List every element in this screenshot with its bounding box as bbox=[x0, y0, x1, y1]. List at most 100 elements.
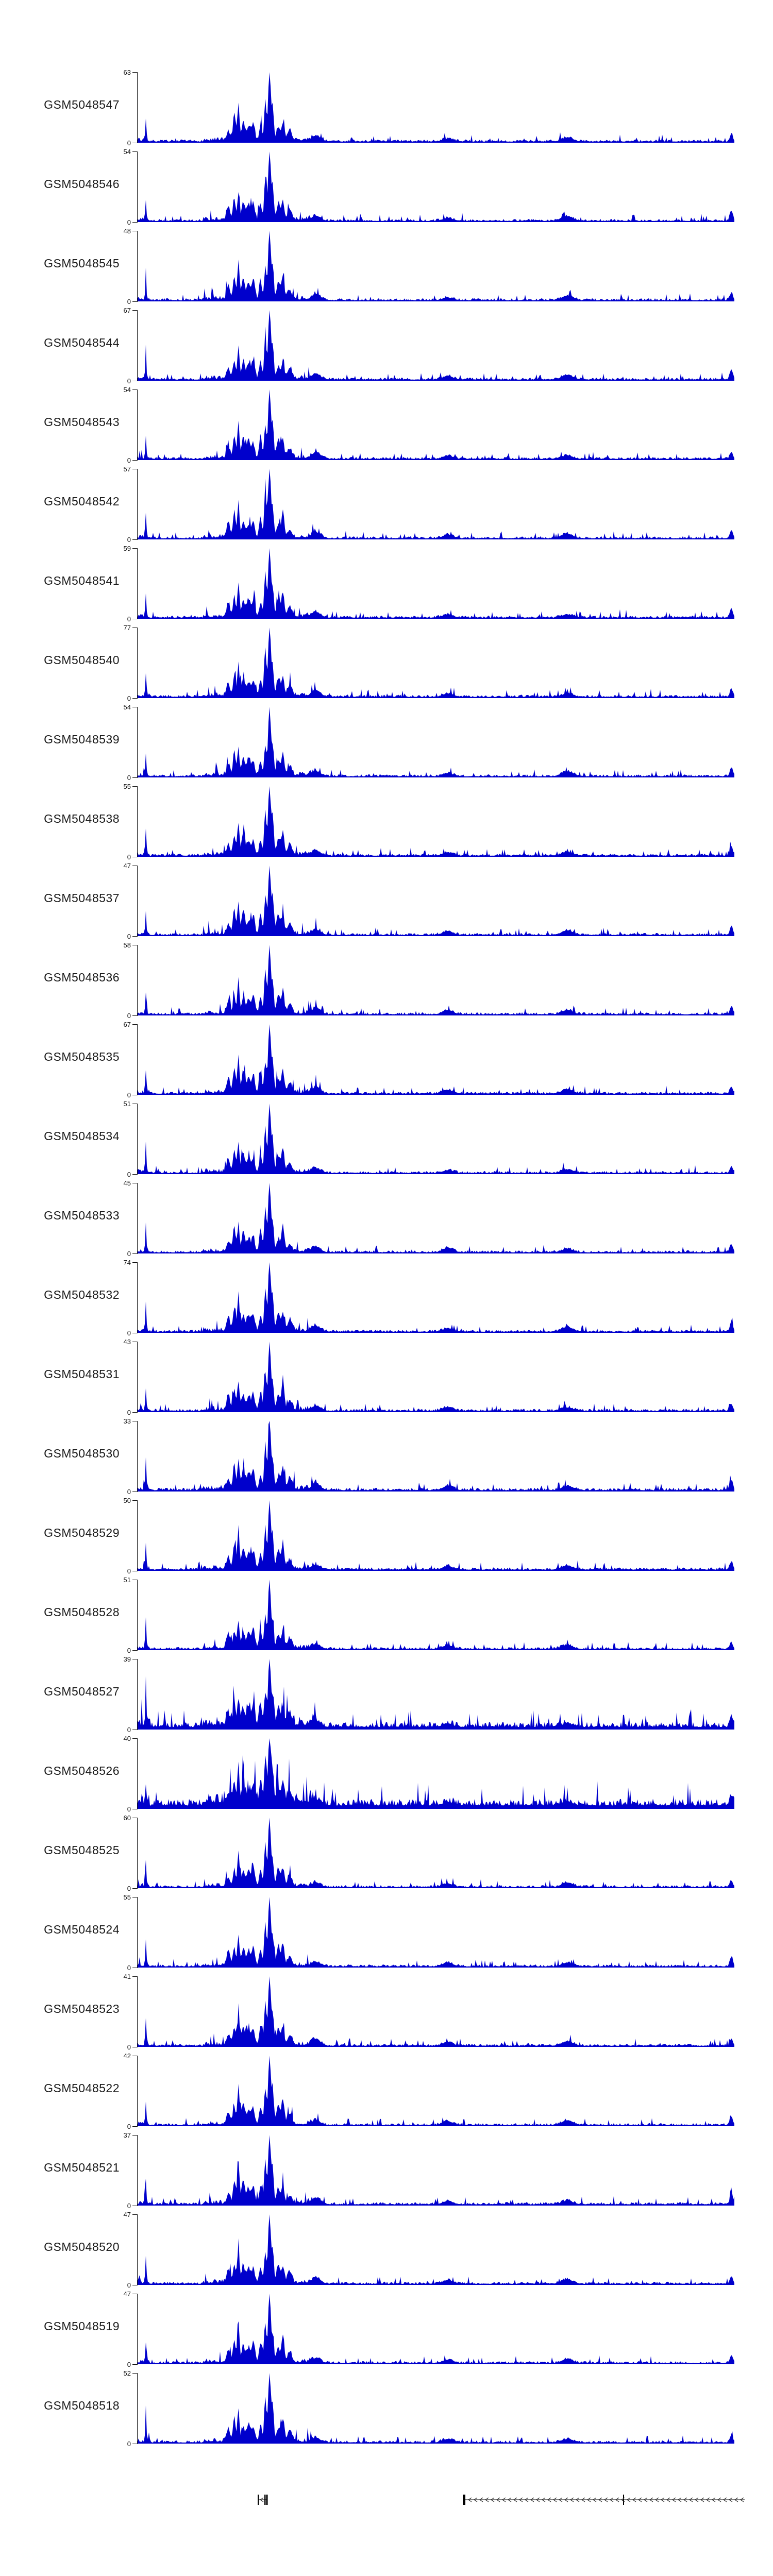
coverage-area bbox=[138, 310, 734, 381]
y-axis-max-label: 67 bbox=[123, 1021, 131, 1028]
y-axis-max-label: 57 bbox=[123, 465, 131, 473]
coverage-area bbox=[138, 707, 734, 777]
coverage-area bbox=[138, 2135, 734, 2206]
coverage-area bbox=[138, 945, 734, 1015]
coverage-signal bbox=[138, 1421, 734, 1492]
coverage-signal bbox=[138, 548, 734, 619]
y-axis-line bbox=[137, 2056, 138, 2127]
y-axis-line bbox=[137, 1818, 138, 1889]
coverage-signal bbox=[138, 2056, 734, 2126]
coverage-signal bbox=[138, 2294, 734, 2364]
coverage-track: GSM5048536 58 0 bbox=[0, 941, 773, 1024]
coverage-signal bbox=[138, 707, 734, 777]
gene-long-strand-arrow bbox=[717, 2497, 721, 2502]
coverage-signal bbox=[138, 1262, 734, 1333]
coverage-track: GSM5048518 52 0 bbox=[0, 2369, 773, 2452]
y-axis-bottom-tick bbox=[132, 777, 138, 778]
coverage-signal bbox=[138, 469, 734, 539]
coverage-area bbox=[138, 786, 734, 857]
y-axis-max-label: 67 bbox=[123, 307, 131, 314]
y-axis-top-tick bbox=[132, 151, 138, 152]
y-axis-bottom-tick bbox=[132, 460, 138, 461]
y-axis-line bbox=[137, 231, 138, 302]
track-label: GSM5048522 bbox=[44, 2081, 120, 2095]
y-axis-line bbox=[137, 786, 138, 857]
coverage-area bbox=[138, 72, 734, 143]
y-axis-zero-label: 0 bbox=[127, 1567, 131, 1575]
track-label: GSM5048529 bbox=[44, 1526, 120, 1539]
track-label: GSM5048534 bbox=[44, 1129, 120, 1143]
coverage-track: GSM5048520 47 0 bbox=[0, 2211, 773, 2294]
track-label: GSM5048535 bbox=[44, 1050, 120, 1063]
coverage-track: GSM5048532 74 0 bbox=[0, 1259, 773, 1342]
coverage-track: GSM5048535 67 0 bbox=[0, 1021, 773, 1104]
gene-long-strand-arrow bbox=[649, 2497, 653, 2502]
gene-small-exon bbox=[266, 2495, 268, 2505]
y-axis-max-label: 51 bbox=[123, 1100, 131, 1108]
coverage-signal bbox=[138, 1104, 734, 1174]
y-axis-top-tick bbox=[132, 1500, 138, 1501]
y-axis-max-label: 55 bbox=[123, 783, 131, 790]
coverage-track: GSM5048531 43 0 bbox=[0, 1338, 773, 1421]
gene-long-strand-arrow bbox=[535, 2497, 540, 2502]
gene-long-strand-arrow bbox=[620, 2497, 625, 2502]
coverage-signal bbox=[138, 628, 734, 698]
coverage-track: GSM5048543 54 0 bbox=[0, 386, 773, 469]
track-label: GSM5048533 bbox=[44, 1209, 120, 1222]
y-axis-zero-label: 0 bbox=[127, 139, 131, 147]
gene-long-strand-arrow bbox=[722, 2497, 727, 2502]
track-label: GSM5048525 bbox=[44, 1843, 120, 1857]
gene-long-strand-arrow bbox=[581, 2497, 585, 2502]
coverage-signal bbox=[138, 389, 734, 460]
y-axis-line bbox=[137, 310, 138, 381]
coverage-area bbox=[138, 1183, 734, 1253]
coverage-track: GSM5048546 54 0 bbox=[0, 148, 773, 231]
coverage-track: GSM5048545 48 0 bbox=[0, 227, 773, 310]
coverage-area bbox=[138, 628, 734, 698]
track-label: GSM5048540 bbox=[44, 653, 120, 667]
y-axis-line bbox=[137, 2373, 138, 2444]
y-axis-top-tick bbox=[132, 1262, 138, 1263]
y-axis-line bbox=[137, 1500, 138, 1571]
y-axis-zero-label: 0 bbox=[127, 2123, 131, 2130]
y-axis-max-label: 54 bbox=[123, 703, 131, 711]
y-axis-max-label: 47 bbox=[123, 862, 131, 870]
gene-long-strand-arrow bbox=[524, 2497, 529, 2502]
y-axis-top-tick bbox=[132, 1976, 138, 1977]
gene-long-strand-arrow bbox=[586, 2497, 591, 2502]
gene-long-strand-arrow bbox=[632, 2497, 636, 2502]
y-axis-max-label: 54 bbox=[123, 148, 131, 156]
y-axis-bottom-tick bbox=[132, 698, 138, 699]
coverage-area bbox=[138, 1738, 734, 1809]
coverage-signal bbox=[138, 1500, 734, 1571]
track-label: GSM5048546 bbox=[44, 177, 120, 191]
y-axis-max-label: 43 bbox=[123, 1338, 131, 1346]
y-axis-bottom-tick bbox=[132, 2364, 138, 2365]
gene-long-strand-arrow bbox=[728, 2497, 733, 2502]
gene-long-strand-arrow bbox=[666, 2497, 670, 2502]
gene-long-strand-arrow bbox=[541, 2497, 546, 2502]
coverage-area bbox=[138, 1976, 734, 2047]
gene-long-strand-arrow bbox=[734, 2497, 738, 2502]
y-axis-bottom-tick bbox=[132, 1253, 138, 1254]
coverage-track: GSM5048537 47 0 bbox=[0, 862, 773, 945]
gene-long-strand-arrow bbox=[530, 2497, 534, 2502]
y-axis-line bbox=[137, 1976, 138, 2047]
gene-long-strand-arrow bbox=[626, 2497, 631, 2502]
coverage-area bbox=[138, 866, 734, 936]
track-label: GSM5048545 bbox=[44, 257, 120, 270]
y-axis-top-tick bbox=[132, 310, 138, 311]
coverage-area bbox=[138, 469, 734, 539]
coverage-area bbox=[138, 1421, 734, 1492]
coverage-track: GSM5048526 40 0 bbox=[0, 1735, 773, 1818]
y-axis-max-label: 47 bbox=[123, 2211, 131, 2218]
coverage-track: GSM5048542 57 0 bbox=[0, 465, 773, 548]
y-axis-zero-label: 0 bbox=[127, 1647, 131, 1654]
y-axis-max-label: 59 bbox=[123, 545, 131, 552]
y-axis-zero-label: 0 bbox=[127, 1091, 131, 1099]
coverage-area bbox=[138, 389, 734, 460]
gene-long-strand-arrow bbox=[490, 2497, 495, 2502]
y-axis-line bbox=[137, 1897, 138, 1968]
coverage-track: GSM5048528 51 0 bbox=[0, 1576, 773, 1659]
